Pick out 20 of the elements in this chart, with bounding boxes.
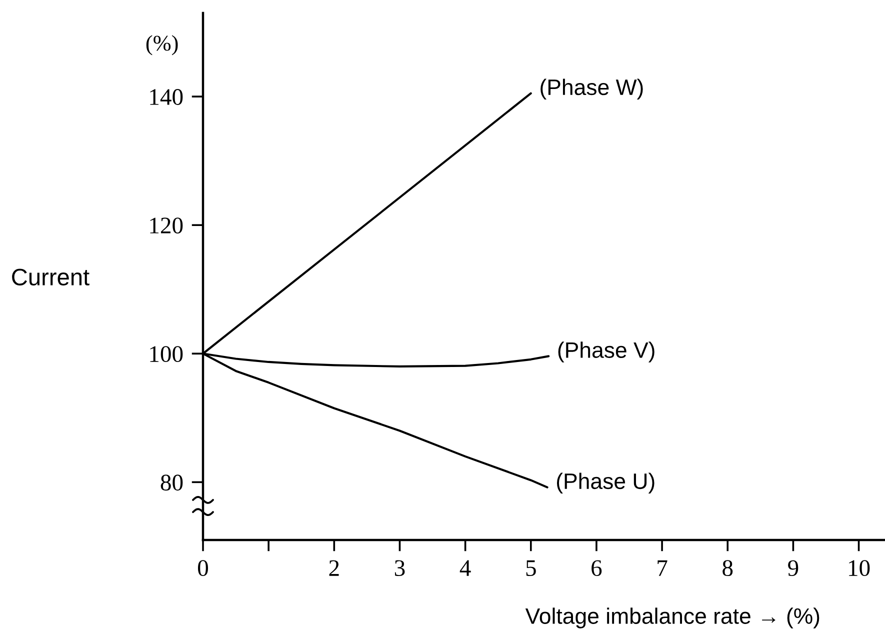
text: (%) xyxy=(146,35,178,56)
x-tick-label: 5 xyxy=(526,560,536,576)
x-tick-label: 8 xyxy=(722,560,733,576)
y-tick-label: 100 xyxy=(150,346,183,362)
y-axis-title: Current xyxy=(12,268,90,286)
series-label: (Phase U) xyxy=(556,472,654,494)
x-tick-label: 9 xyxy=(788,560,798,576)
y-tick-label: 80 xyxy=(160,474,183,491)
x-tick-label: 0 xyxy=(198,560,208,576)
x-tick-label: 6 xyxy=(592,560,602,576)
x-tick-label: 4 xyxy=(460,560,471,576)
x-tick-label: 2 xyxy=(329,560,339,576)
series-label: (Phase W) xyxy=(540,78,643,100)
x-axis-title: Voltage imbalance rate → (%) xyxy=(525,608,820,628)
x-tick-label: 10 xyxy=(849,560,870,576)
x-tick-label: 7 xyxy=(658,560,668,576)
x-tick-label: 3 xyxy=(394,560,405,576)
y-tick-label: 140 xyxy=(150,89,183,105)
series-label: (Phase V) xyxy=(558,342,654,362)
y-tick-label: 120 xyxy=(150,218,183,234)
